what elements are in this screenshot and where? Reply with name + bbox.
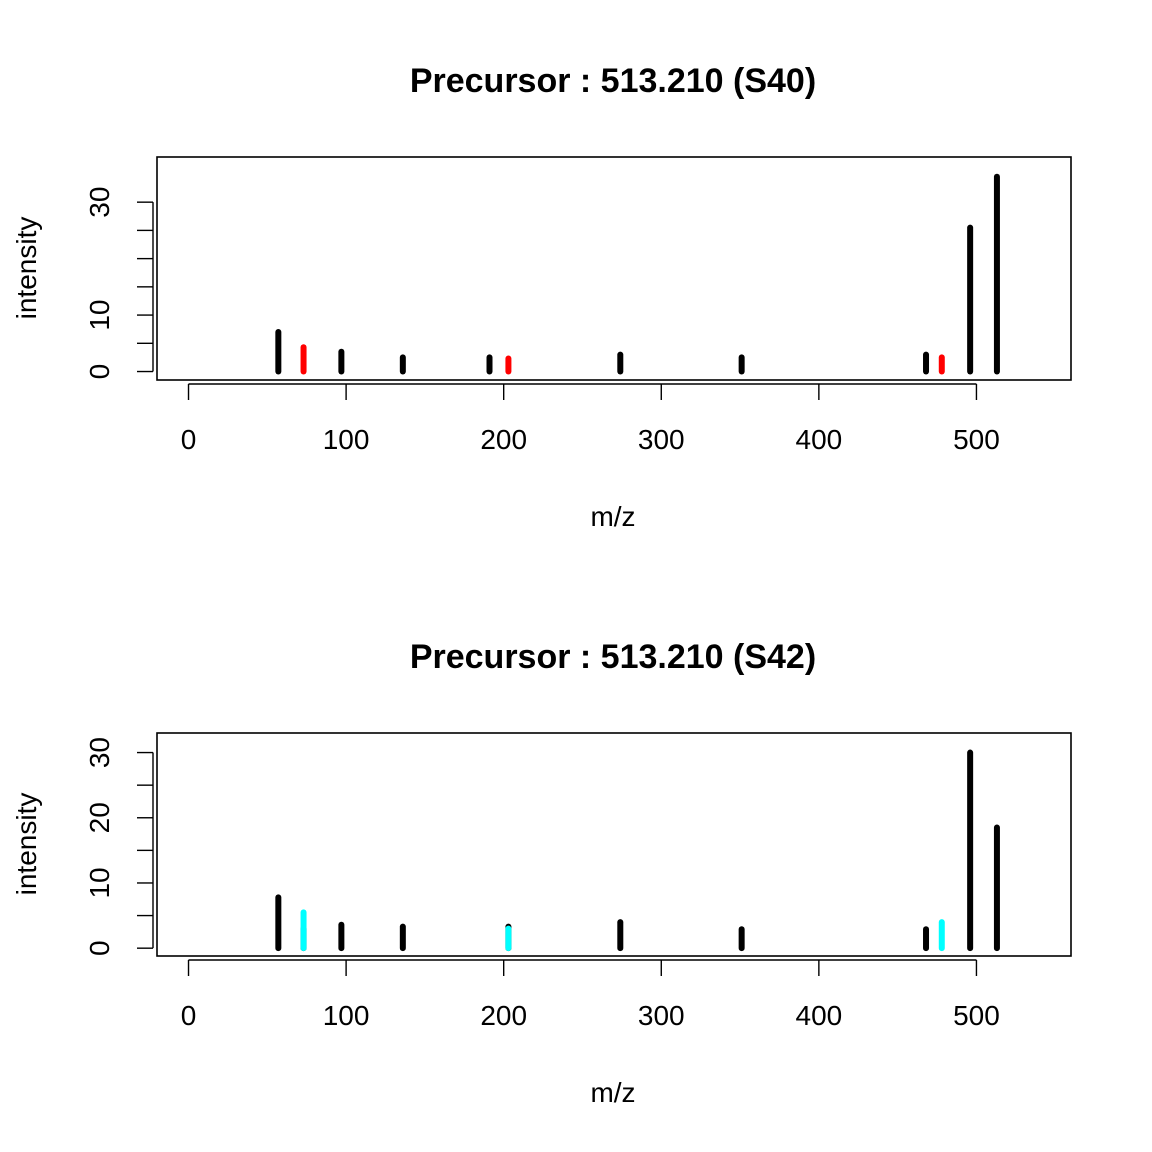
x-tick-label: 0 (181, 1000, 197, 1031)
x-tick-label: 300 (638, 424, 685, 455)
y-axis-title: intensity (11, 217, 42, 320)
x-tick-label: 100 (323, 1000, 370, 1031)
x-axis-title: m/z (590, 1077, 635, 1108)
x-axis-title: m/z (590, 501, 635, 532)
y-tick-label: 10 (84, 867, 115, 898)
y-axis-title: intensity (11, 793, 42, 896)
y-tick-label: 30 (84, 737, 115, 768)
y-tick-label: 0 (84, 940, 115, 956)
spectrum-panel-s40: Precursor : 513.210 (S40) 0 100 200 300 400 5… (11, 62, 1072, 532)
x-tick-label: 100 (323, 424, 370, 455)
x-axis: 0 100 200 300 400 500 (181, 959, 1000, 1031)
y-tick-label: 0 (84, 364, 115, 380)
y-tick-label: 10 (84, 299, 115, 330)
y-tick-label: 30 (84, 187, 115, 218)
x-tick-label: 400 (796, 1000, 843, 1031)
plot-frame (156, 156, 1072, 381)
x-tick-label: 300 (638, 1000, 685, 1031)
plot-frame (156, 732, 1072, 957)
chart-title: Precursor : 513.210 (S40) (410, 62, 816, 100)
x-tick-label: 500 (953, 1000, 1000, 1031)
x-tick-label: 200 (480, 1000, 527, 1031)
peak-series (275, 749, 1000, 952)
x-tick-label: 0 (181, 424, 197, 455)
x-axis: 0 100 200 300 400 500 (181, 383, 1000, 455)
x-tick-label: 500 (953, 424, 1000, 455)
y-axis: 0 10 30 (84, 187, 154, 380)
x-tick-label: 200 (480, 424, 527, 455)
x-tick-label: 400 (796, 424, 843, 455)
y-axis: 0 10 20 30 (84, 737, 154, 956)
chart-title: Precursor : 513.210 (S42) (410, 638, 816, 676)
y-tick-label: 20 (84, 802, 115, 833)
peak-series (275, 173, 1000, 375)
spectrum-panel-s42: Precursor : 513.210 (S42) 0 100 200 300 400 5… (11, 638, 1072, 1108)
